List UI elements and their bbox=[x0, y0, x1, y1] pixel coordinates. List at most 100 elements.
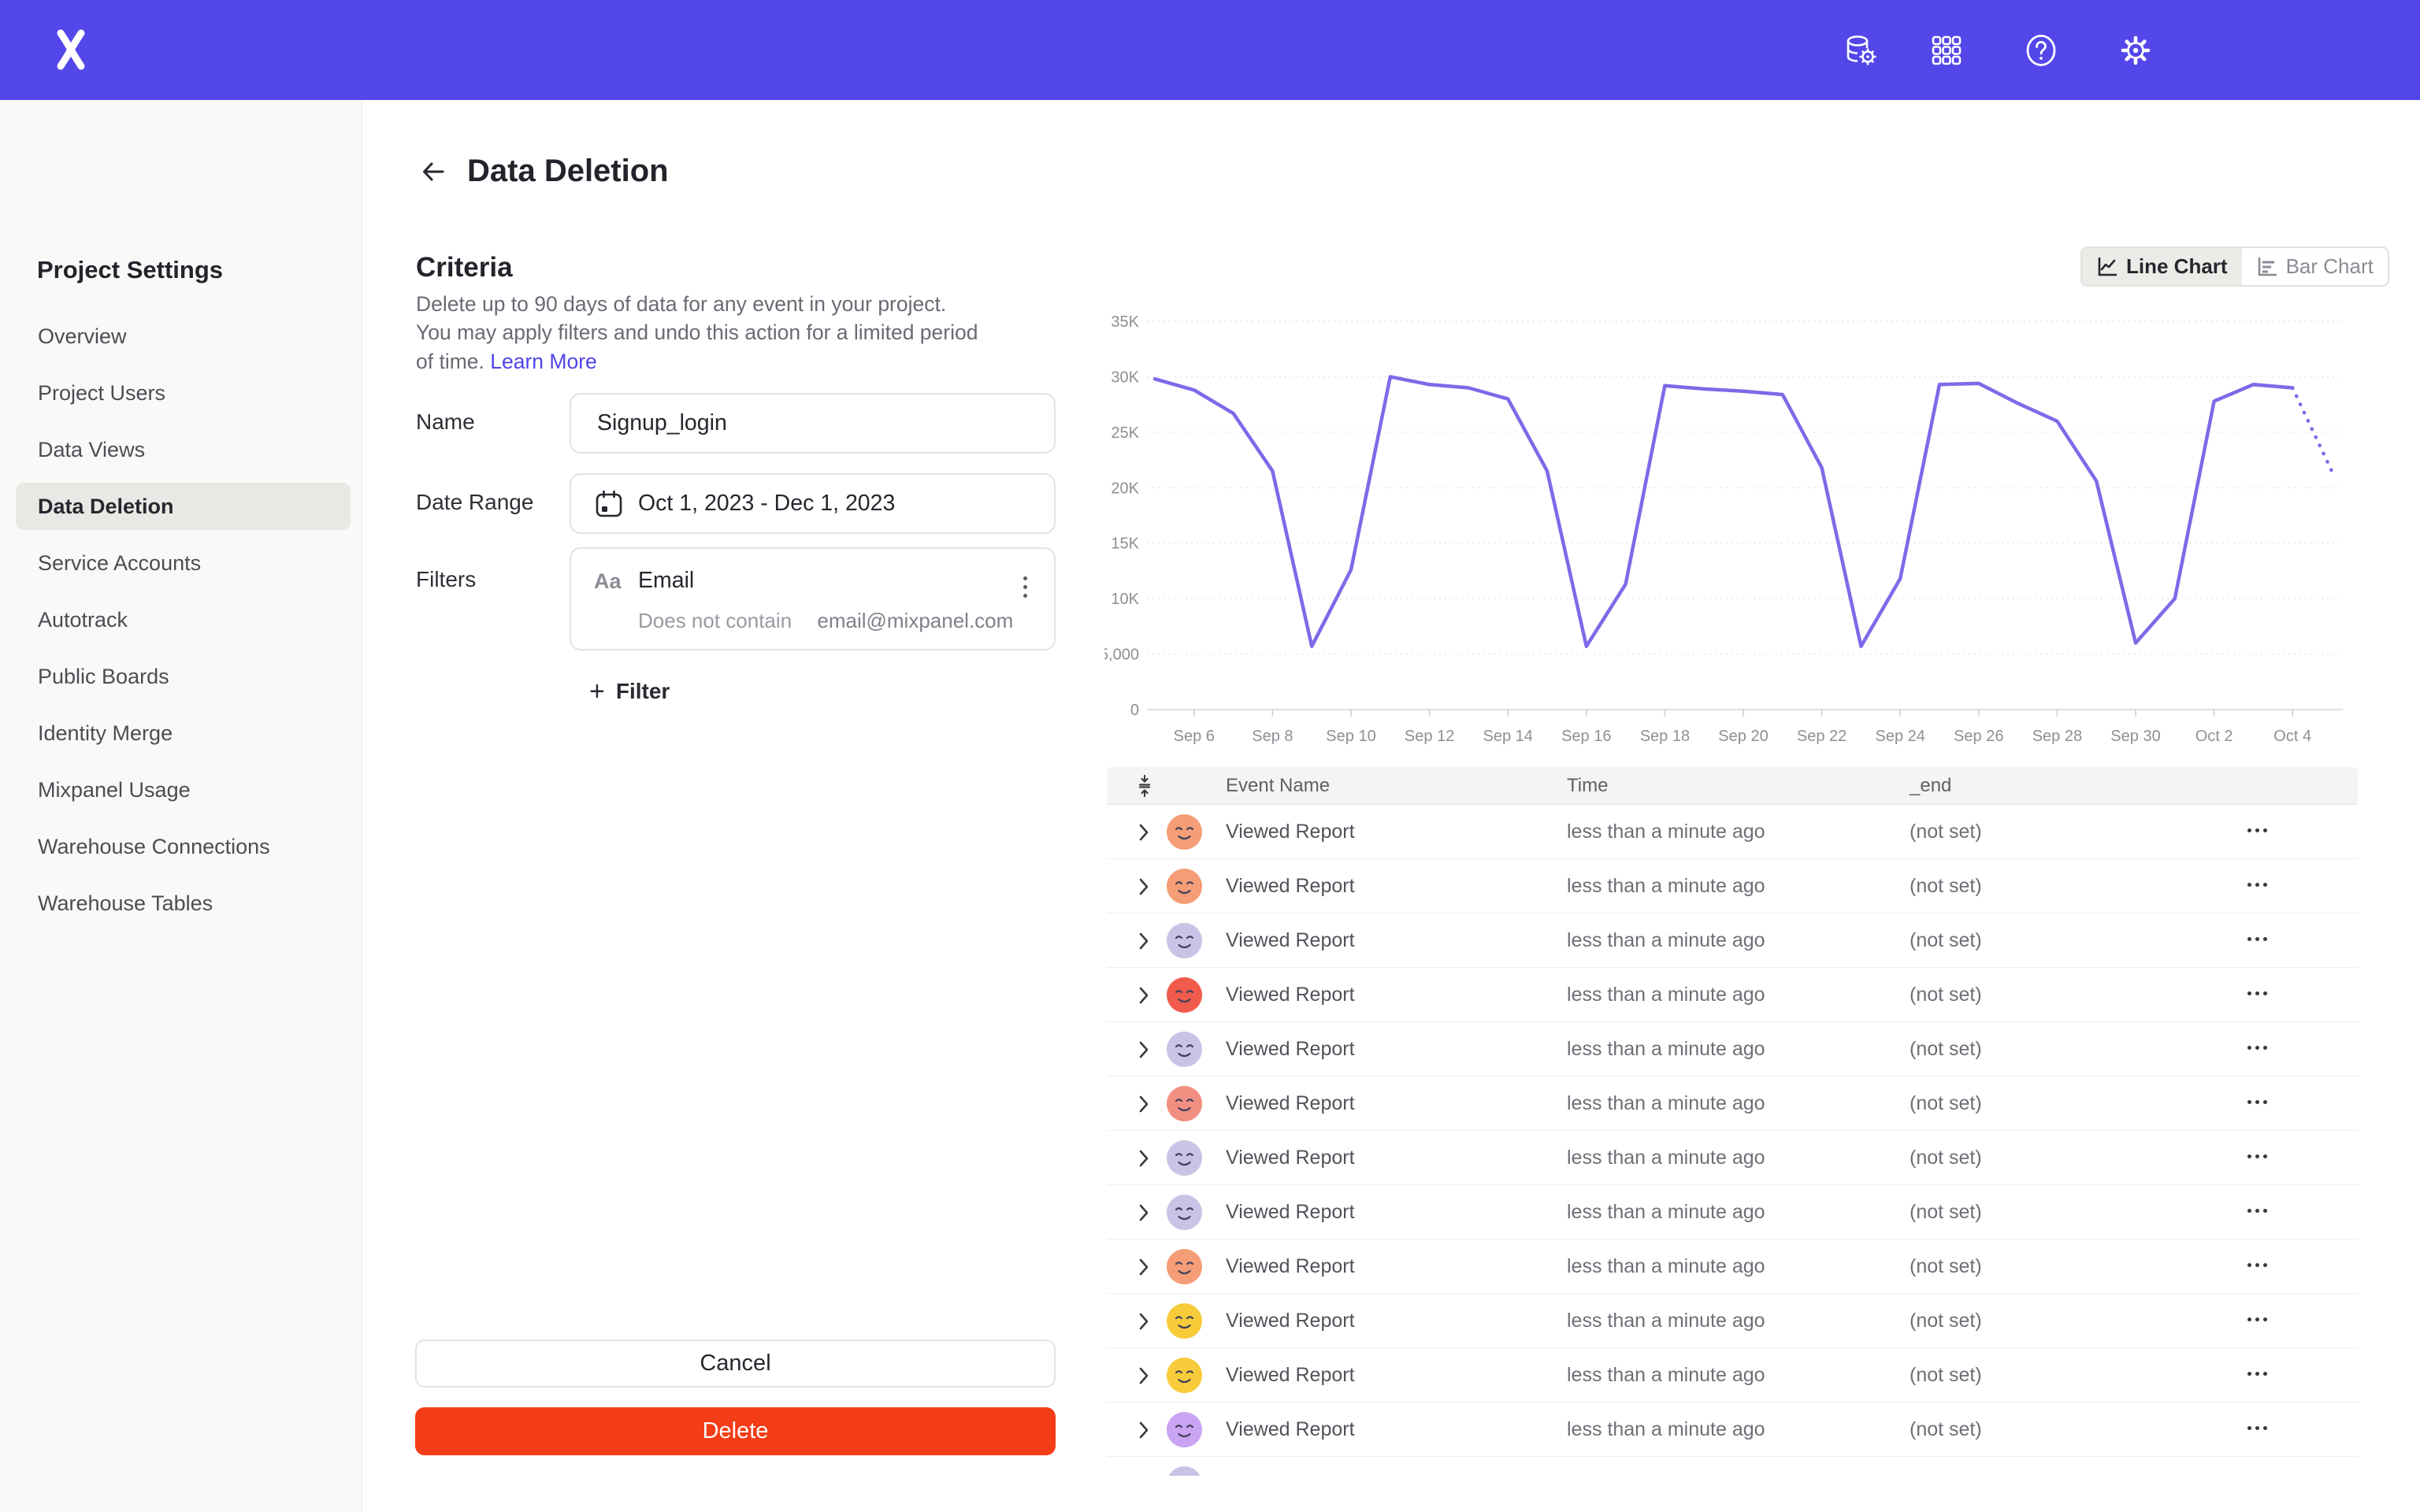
table-row[interactable]: Viewed Report less than a minute ago (no… bbox=[1107, 805, 2358, 859]
cell-time: less than a minute ago bbox=[1567, 929, 1765, 951]
y-tick-label: 20K bbox=[1111, 480, 1139, 497]
sidebar-item-data-deletion[interactable]: Data Deletion bbox=[16, 483, 351, 530]
row-actions-icon[interactable] bbox=[2247, 1426, 2267, 1430]
row-actions-icon[interactable] bbox=[2247, 1317, 2267, 1321]
cell-event-name: Viewed Report bbox=[1226, 1310, 1355, 1332]
user-avatar bbox=[1167, 1195, 1202, 1230]
cell-event-name: Viewed Report bbox=[1226, 1038, 1355, 1060]
settings-gear-icon[interactable] bbox=[2118, 32, 2154, 69]
cell-time: less than a minute ago bbox=[1567, 1418, 1765, 1440]
table-row[interactable]: Viewed Report less than a minute ago (no… bbox=[1107, 1240, 2358, 1294]
delete-button[interactable]: Delete bbox=[415, 1407, 1056, 1455]
table-row[interactable]: Viewed Report less than a minute ago (no… bbox=[1107, 1077, 2358, 1131]
column-header-event-name[interactable]: Event Name bbox=[1226, 775, 1331, 796]
row-actions-icon[interactable] bbox=[2247, 1372, 2267, 1376]
sidebar-item-label: Data Deletion bbox=[38, 494, 174, 518]
cell-event-name: Viewed Report bbox=[1226, 1092, 1355, 1114]
row-actions-icon[interactable] bbox=[2247, 1263, 2267, 1267]
add-filter-button[interactable]: + Filter bbox=[589, 673, 670, 710]
cell-end: (not set) bbox=[1910, 1147, 1982, 1169]
expand-row-chevron-icon[interactable] bbox=[1137, 985, 1151, 1006]
expand-row-chevron-icon[interactable] bbox=[1137, 1474, 1151, 1476]
learn-more-link[interactable]: Learn More bbox=[490, 349, 597, 373]
table-row[interactable]: Viewed Report less than a minute ago (no… bbox=[1107, 1348, 2358, 1403]
sidebar-item-warehouse-connections[interactable]: Warehouse Connections bbox=[16, 823, 351, 870]
sidebar-item-project-users[interactable]: Project Users bbox=[16, 369, 351, 417]
sidebar-item-warehouse-tables[interactable]: Warehouse Tables bbox=[16, 880, 351, 927]
filter-operator[interactable]: Does not contain bbox=[638, 609, 792, 632]
bar-chart-toggle[interactable]: Bar Chart bbox=[2242, 248, 2388, 285]
cancel-button[interactable]: Cancel bbox=[415, 1340, 1056, 1388]
back-arrow-icon[interactable] bbox=[418, 156, 449, 187]
y-tick-label: 0 bbox=[1130, 702, 1139, 719]
user-avatar bbox=[1167, 1412, 1202, 1447]
sidebar-item-public-boards[interactable]: Public Boards bbox=[16, 653, 351, 700]
data-management-icon[interactable] bbox=[1843, 32, 1879, 69]
sidebar-item-mixpanel-usage[interactable]: Mixpanel Usage bbox=[16, 766, 351, 813]
row-actions-icon[interactable] bbox=[2247, 937, 2267, 941]
user-avatar bbox=[1168, 1466, 1201, 1476]
table-row-partial[interactable] bbox=[1107, 1457, 2358, 1476]
expand-row-chevron-icon[interactable] bbox=[1137, 1420, 1151, 1440]
expand-row-chevron-icon[interactable] bbox=[1137, 1366, 1151, 1386]
sidebar-item-label: Overview bbox=[38, 324, 127, 348]
sidebar-item-identity-merge[interactable]: Identity Merge bbox=[16, 710, 351, 757]
user-avatar bbox=[1167, 1086, 1202, 1121]
table-row[interactable]: Viewed Report less than a minute ago (no… bbox=[1107, 1185, 2358, 1240]
cell-time: less than a minute ago bbox=[1567, 1201, 1765, 1223]
expand-row-chevron-icon[interactable] bbox=[1137, 1257, 1151, 1277]
table-row[interactable]: Viewed Report less than a minute ago (no… bbox=[1107, 914, 2358, 968]
expand-row-chevron-icon[interactable] bbox=[1137, 1094, 1151, 1114]
apps-grid-icon[interactable] bbox=[1928, 32, 1965, 69]
x-tick-label: Oct 4 bbox=[2273, 728, 2311, 745]
x-tick-label: Sep 18 bbox=[1640, 728, 1690, 745]
help-icon[interactable] bbox=[2023, 32, 2059, 69]
sidebar-item-data-views[interactable]: Data Views bbox=[16, 426, 351, 473]
table-row[interactable]: Viewed Report less than a minute ago (no… bbox=[1107, 968, 2358, 1022]
row-actions-icon[interactable] bbox=[2247, 883, 2267, 887]
column-header-end[interactable]: _end bbox=[1910, 775, 1952, 796]
line-chart-toggle[interactable]: Line Chart bbox=[2082, 248, 2242, 285]
expand-row-chevron-icon[interactable] bbox=[1137, 1311, 1151, 1332]
x-tick-label: Sep 6 bbox=[1174, 728, 1215, 745]
table-row[interactable]: Viewed Report less than a minute ago (no… bbox=[1107, 1294, 2358, 1348]
expand-row-chevron-icon[interactable] bbox=[1137, 1203, 1151, 1223]
user-avatar bbox=[1167, 1358, 1202, 1393]
expand-row-chevron-icon[interactable] bbox=[1137, 822, 1151, 843]
x-tick-label: Sep 14 bbox=[1483, 728, 1533, 745]
table-row[interactable]: Viewed Report less than a minute ago (no… bbox=[1107, 1022, 2358, 1077]
collapse-rows-icon[interactable] bbox=[1135, 773, 1154, 799]
table-row[interactable]: Viewed Report less than a minute ago (no… bbox=[1107, 1131, 2358, 1185]
row-actions-icon[interactable] bbox=[2247, 1100, 2267, 1104]
name-label: Name bbox=[416, 410, 475, 434]
date-range-field[interactable]: Oct 1, 2023 - Dec 1, 2023 bbox=[570, 473, 1056, 534]
y-tick-label: 30K bbox=[1111, 369, 1139, 386]
mixpanel-logo[interactable] bbox=[46, 24, 96, 75]
row-actions-icon[interactable] bbox=[2247, 828, 2267, 832]
sidebar-item-overview[interactable]: Overview bbox=[16, 313, 351, 360]
expand-row-chevron-icon[interactable] bbox=[1137, 876, 1151, 897]
row-actions-icon[interactable] bbox=[2247, 991, 2267, 995]
row-actions-icon[interactable] bbox=[2247, 1209, 2267, 1213]
filter-property[interactable]: Email bbox=[638, 568, 695, 593]
column-header-time[interactable]: Time bbox=[1567, 775, 1609, 796]
table-row[interactable]: Viewed Report less than a minute ago (no… bbox=[1107, 859, 2358, 914]
row-actions-icon[interactable] bbox=[2247, 1046, 2267, 1050]
row-actions-icon[interactable] bbox=[2247, 1154, 2267, 1158]
expand-row-chevron-icon[interactable] bbox=[1137, 1040, 1151, 1060]
expand-row-chevron-icon[interactable] bbox=[1137, 931, 1151, 951]
expand-row-chevron-icon[interactable] bbox=[1137, 1148, 1151, 1169]
cell-event-name: Viewed Report bbox=[1226, 984, 1355, 1006]
name-input[interactable] bbox=[571, 395, 1054, 452]
user-avatar bbox=[1167, 1303, 1202, 1339]
cell-event-name: Viewed Report bbox=[1226, 821, 1355, 843]
filter-kebab-menu-icon[interactable] bbox=[1013, 569, 1037, 604]
sidebar-item-service-accounts[interactable]: Service Accounts bbox=[16, 539, 351, 587]
x-tick-label: Sep 24 bbox=[1876, 728, 1925, 745]
sidebar-item-autotrack[interactable]: Autotrack bbox=[16, 596, 351, 643]
cell-event-name: Viewed Report bbox=[1226, 1147, 1355, 1169]
filter-value[interactable]: email@mixpanel.com bbox=[817, 609, 1014, 632]
table-row[interactable]: Viewed Report less than a minute ago (no… bbox=[1107, 1403, 2358, 1457]
cell-end: (not set) bbox=[1910, 1364, 1982, 1386]
filter-condition[interactable]: Does not contain email@mixpanel.com bbox=[638, 609, 1013, 633]
